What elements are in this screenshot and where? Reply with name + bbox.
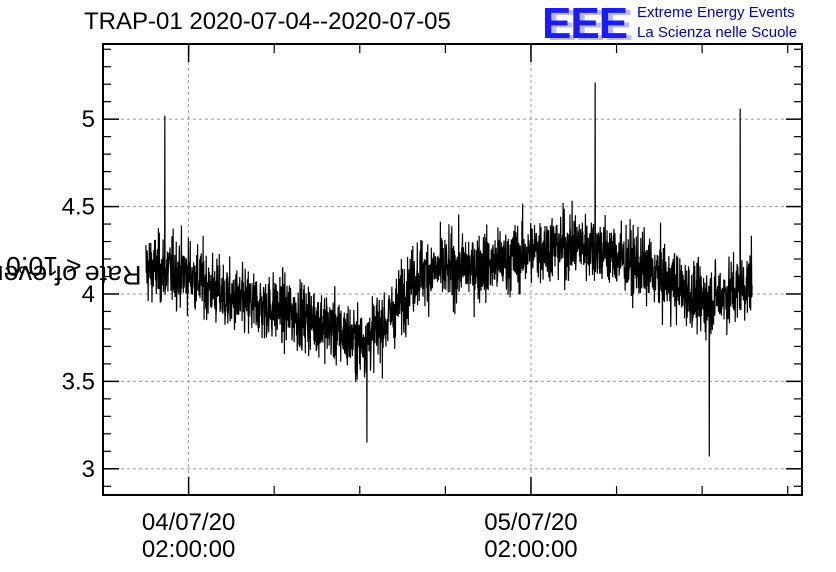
x-tick-label-time: 02:00:00 — [484, 536, 577, 563]
y-tick-labels: 3 3.5 4 4.5 5 — [62, 106, 95, 483]
y-axis-label-suffix: < 10.0 [Hz] — [0, 250, 82, 281]
logo-line-1: Extreme Energy Events — [637, 4, 795, 21]
x-tick-label-date: 05/07/20 — [484, 509, 577, 536]
eee-logo: EEE — [542, 0, 628, 48]
data-series — [145, 82, 753, 457]
x-tick-label-time: 02:00:00 — [142, 536, 235, 563]
y-tick-label: 4 — [82, 281, 95, 308]
y-tick-label: 3 — [82, 456, 95, 483]
y-tick-label: 5 — [82, 106, 95, 133]
y-tick-label: 3.5 — [62, 368, 95, 395]
y-tick-label: 4.5 — [62, 194, 95, 221]
axis-ticks — [102, 44, 802, 495]
plot-frame — [102, 43, 803, 496]
series-line — [145, 82, 753, 457]
x-tick-label-date: 04/07/20 — [142, 509, 235, 536]
chart-title: TRAP-01 2020-07-04--2020-07-05 — [84, 8, 451, 35]
logo-line-2: La Scienza nelle Scuole — [637, 24, 798, 41]
